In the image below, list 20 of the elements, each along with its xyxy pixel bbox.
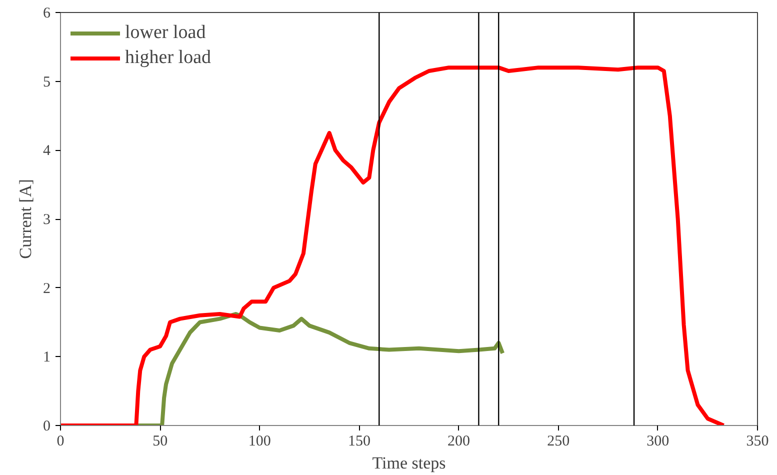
x-tick-label: 300 (646, 434, 670, 450)
y-tick-label: 2 (43, 280, 50, 297)
y-axis-title: Current [A] (16, 179, 35, 259)
y-tick-label: 3 (43, 212, 50, 228)
x-tick-label: 100 (248, 434, 271, 450)
x-tick-label: 150 (348, 434, 370, 450)
line-series (60, 66, 726, 426)
x-tick-label: 350 (746, 434, 769, 450)
x-tick-label: 200 (448, 434, 470, 450)
legend-label: higher load (125, 47, 212, 69)
y-tick-label: 5 (43, 74, 50, 90)
legend-label: lower load (125, 22, 206, 44)
y-tick-label: 4 (43, 143, 51, 160)
y-tick-label: 0 (43, 418, 50, 434)
y-tick-label: 6 (43, 6, 51, 22)
x-tick-label: 50 (152, 434, 168, 450)
y-tick-label: 1 (43, 350, 50, 366)
x-tick-label: 250 (547, 434, 570, 450)
x-tick-label: 0 (56, 434, 64, 450)
x-axis-title: Time steps (372, 454, 446, 472)
